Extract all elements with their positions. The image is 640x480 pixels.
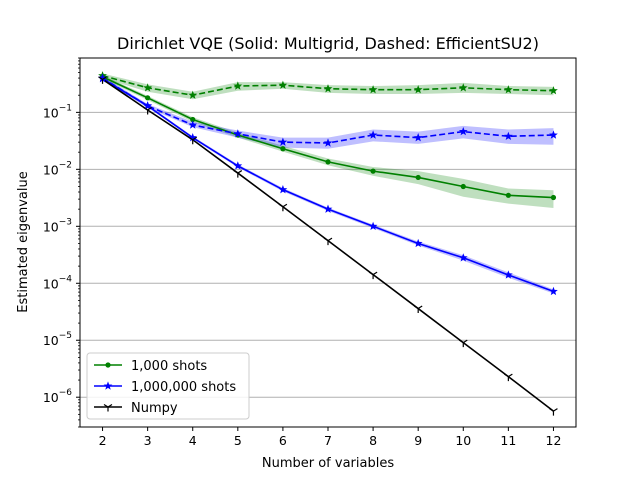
marker-series-4-point-5 <box>323 237 333 246</box>
y-tick-label-5: 10−1 <box>43 103 72 120</box>
marker-series-2-point-9 <box>503 270 513 279</box>
y-tick-label-0: 10−6 <box>43 388 72 405</box>
marker-series-0-point-5 <box>325 159 331 165</box>
marker-series-1-point-4 <box>278 80 288 89</box>
marker-series-3-point-4 <box>278 137 288 146</box>
marker-series-1-point-10 <box>549 86 558 95</box>
series-markers <box>98 71 558 416</box>
y-tick-label-3: 10−3 <box>43 217 72 234</box>
marker-series-3-point-1 <box>143 101 153 110</box>
x-tick-label-8: 10 <box>455 433 471 448</box>
marker-series-0-point-4 <box>280 146 286 152</box>
marker-series-0-point-7 <box>415 174 421 181</box>
legend-label-0: 1,000 shots <box>131 359 207 374</box>
marker-series-4-point-8 <box>458 339 468 348</box>
marker-series-3-point-5 <box>323 138 333 147</box>
marker-series-0-point-9 <box>505 192 511 198</box>
marker-series-2-point-10 <box>549 286 558 296</box>
marker-series-3-point-10 <box>549 130 558 139</box>
legend-marker-0 <box>105 362 111 368</box>
marker-series-2-point-8 <box>458 253 468 262</box>
y-tick-label-2: 10−4 <box>43 274 72 291</box>
marker-series-3-point-2 <box>188 120 198 129</box>
marker-series-4-point-10 <box>549 408 558 416</box>
marker-series-4-point-6 <box>368 271 378 280</box>
legend-label-1: 1,000,000 shots <box>131 380 236 395</box>
marker-series-4-point-9 <box>504 373 513 382</box>
x-tick-label-6: 8 <box>369 433 377 448</box>
x-tick-label-1: 3 <box>144 433 152 448</box>
marker-series-2-point-5 <box>323 204 333 213</box>
x-tick-label-7: 9 <box>414 433 422 448</box>
marker-series-4-point-7 <box>413 305 423 314</box>
marker-series-1-point-1 <box>143 83 153 92</box>
marker-series-1-point-3 <box>233 81 243 90</box>
x-tick-label-4: 6 <box>279 433 287 448</box>
x-tick-label-0: 2 <box>99 433 107 448</box>
marker-series-1-point-2 <box>188 90 198 99</box>
marker-series-2-point-7 <box>413 238 423 248</box>
marker-series-0-point-8 <box>460 183 466 190</box>
marker-series-1-point-9 <box>503 85 513 94</box>
x-tick-label-2: 4 <box>189 433 197 448</box>
marker-series-1-point-6 <box>368 85 378 94</box>
marker-series-0-point-2 <box>190 116 196 123</box>
legend: 1,000 shots 1,000,000 shots Numpy <box>86 352 250 420</box>
marker-series-2-point-4 <box>278 185 288 194</box>
marker-series-3-point-9 <box>503 131 513 141</box>
marker-series-3-point-0 <box>98 73 107 82</box>
marker-series-4-point-2 <box>188 136 198 145</box>
marker-series-1-point-5 <box>323 84 333 93</box>
marker-series-1-point-7 <box>413 85 423 94</box>
band-series-3 <box>102 76 554 149</box>
y-tick-label-4: 10−2 <box>43 160 72 177</box>
marker-series-3-point-3 <box>233 129 243 138</box>
y-axis-ticks: 10−6 10−5 10−4 10−3 10−2 10−1 <box>43 57 80 428</box>
x-tick-label-10: 12 <box>546 433 562 448</box>
marker-series-4-point-4 <box>278 203 288 212</box>
legend-box <box>86 352 250 420</box>
chart-title: Dirichlet VQE (Solid: Multigrid, Dashed:… <box>117 34 539 53</box>
y-tick-label-1: 10−5 <box>43 331 72 348</box>
marker-series-0-point-6 <box>370 168 376 174</box>
legend-label-2: Numpy <box>131 401 178 416</box>
marker-series-2-point-2 <box>188 133 198 142</box>
marker-series-4-point-3 <box>233 170 243 178</box>
x-tick-label-3: 5 <box>234 433 242 448</box>
x-tick-label-9: 11 <box>500 433 516 448</box>
marker-series-4-point-1 <box>143 106 152 115</box>
x-tick-label-5: 7 <box>324 433 332 448</box>
marker-series-1-point-8 <box>458 83 468 92</box>
x-axis-ticks: 2 3 4 5 6 7 8 9 10 11 12 <box>99 427 562 448</box>
x-axis-label: Number of variables <box>262 456 394 471</box>
y-axis-label: Estimated eigenvalue <box>16 171 31 312</box>
marker-series-3-point-6 <box>368 130 378 139</box>
legend-marker-2 <box>103 403 113 412</box>
legend-marker-1 <box>103 381 113 390</box>
marker-series-0-point-10 <box>550 194 557 201</box>
marker-series-4-point-0 <box>98 76 107 84</box>
marker-series-2-point-6 <box>368 221 378 231</box>
marker-series-3-point-8 <box>458 126 468 136</box>
marker-series-3-point-7 <box>413 133 423 142</box>
marker-series-0-point-1 <box>145 95 151 101</box>
marker-series-2-point-3 <box>233 161 243 170</box>
